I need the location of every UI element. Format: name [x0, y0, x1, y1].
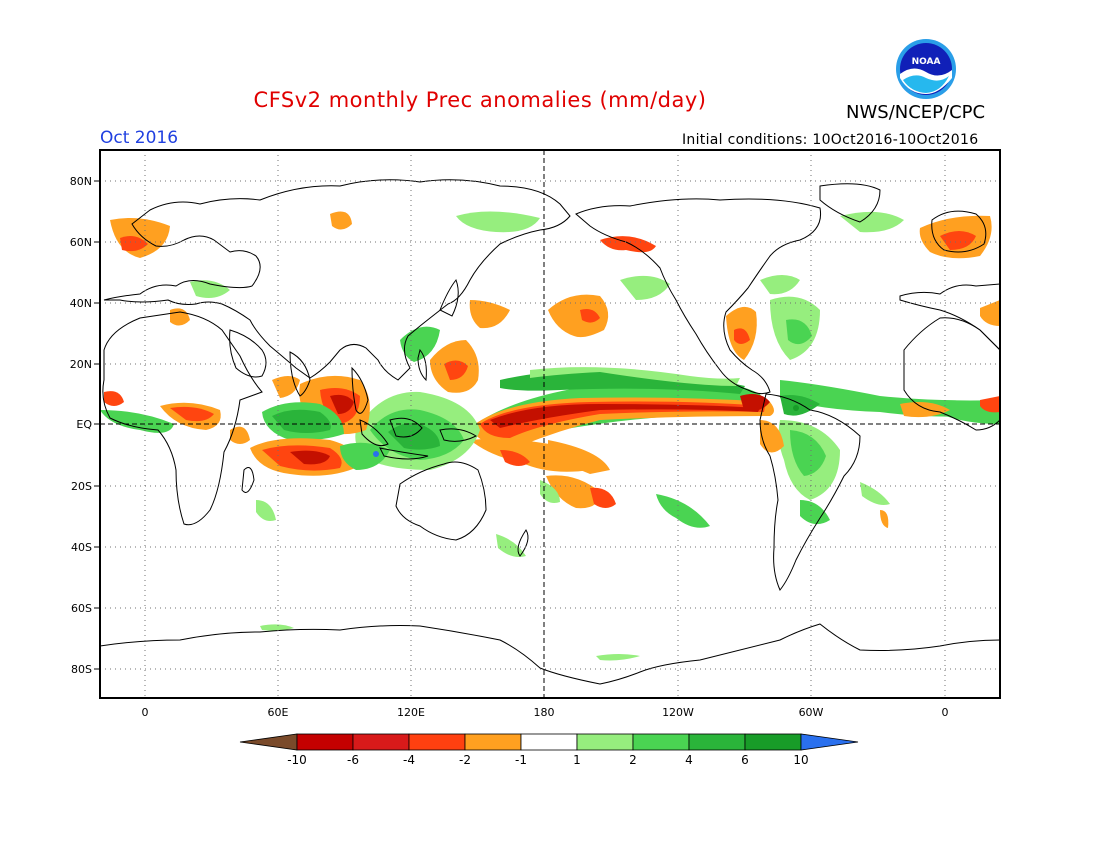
- lat-tick-label: 80S: [71, 663, 92, 676]
- colorbar-swatch: [632, 733, 690, 751]
- colorbar-label: 2: [629, 753, 637, 767]
- coastlines: [100, 179, 1000, 685]
- lon-tick-label: 0: [942, 706, 949, 719]
- lon-tick-label: 120W: [662, 706, 694, 719]
- month-label: Oct 2016: [100, 128, 179, 148]
- coastline-eurasia: [103, 179, 571, 381]
- lon-tick-label: 0: [142, 706, 149, 719]
- lat-tick-label: 60N: [70, 236, 92, 249]
- colorbar-swatch: [352, 733, 410, 751]
- coastline-antarctica: [100, 623, 1000, 685]
- agency-label: NWS/NCEP/CPC: [846, 102, 986, 123]
- coastline-south-america: [759, 393, 861, 591]
- chart-title: CFSv2 monthly Prec anomalies (mm/day): [253, 88, 707, 112]
- colorbar-label: -2: [459, 753, 471, 767]
- colorbar-swatch: [744, 733, 802, 751]
- lon-tick-label: 60W: [799, 706, 824, 719]
- colorbar-label: 10: [793, 753, 808, 767]
- colorbar: [239, 733, 859, 751]
- coastline-australia: [395, 461, 487, 541]
- colorbar-label: -10: [287, 753, 307, 767]
- lat-tick-label: 40S: [71, 541, 92, 554]
- lat-labels: 80N 60N 40N 20N EQ 20S 40S 60S 80S: [70, 175, 93, 676]
- colorbar-label: 6: [741, 753, 749, 767]
- noaa-logo: NOAA: [896, 39, 956, 99]
- logo-lettering: NOAA: [912, 57, 941, 67]
- north-pacific-dry-patch: [548, 294, 609, 338]
- colorbar-high-arrow: [800, 733, 859, 751]
- colorbar-labels: -10 -6 -4 -2 -1 1 2 4 6 10: [287, 753, 808, 767]
- colorbar-swatch: [464, 733, 522, 751]
- anomaly-fields: [100, 211, 1000, 661]
- colorbar-label: 4: [685, 753, 693, 767]
- colorbar-label: -1: [515, 753, 527, 767]
- colorbar-swatch: [576, 733, 634, 751]
- initial-conditions-label: Initial conditions: 10Oct2016-10Oct2016: [682, 132, 979, 148]
- colorbar-low-arrow: [239, 733, 298, 751]
- strong-wet-spot: [373, 451, 379, 457]
- lat-tick-label: 40N: [70, 297, 92, 310]
- lat-ticks: [94, 180, 100, 670]
- colorbar-label: -4: [403, 753, 415, 767]
- lon-tick-label: 120E: [397, 706, 425, 719]
- colorbar-label: -6: [347, 753, 359, 767]
- lon-tick-label: 180: [534, 706, 555, 719]
- lat-tick-label: 60S: [71, 602, 92, 615]
- lat-tick-label: 80N: [70, 175, 92, 188]
- lon-tick-label: 60E: [268, 706, 289, 719]
- coastline-north-america: [575, 198, 822, 395]
- lon-labels: 0 60E 120E 180 120W 60W 0: [142, 706, 949, 719]
- lat-tick-label: 20N: [70, 358, 92, 371]
- lat-tick-label: EQ: [76, 418, 92, 431]
- grid-lines: [100, 150, 1000, 698]
- colorbar-swatch: [520, 733, 578, 751]
- colorbar-label: 1: [573, 753, 581, 767]
- colorbar-swatch: [408, 733, 466, 751]
- colorbar-swatch: [688, 733, 746, 751]
- gulf-of-alaska-dry: [600, 236, 656, 253]
- colorbar-swatch: [296, 733, 354, 751]
- lat-tick-label: 20S: [71, 480, 92, 493]
- coastline-africa: [102, 311, 263, 526]
